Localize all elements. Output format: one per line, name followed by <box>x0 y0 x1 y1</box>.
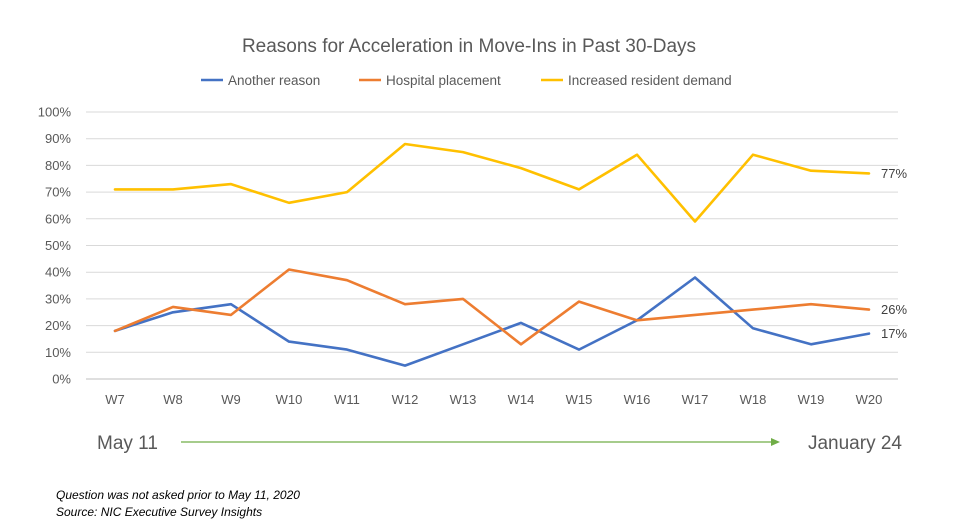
series-line <box>113 268 871 346</box>
x-tick-label: W7 <box>105 392 125 407</box>
timeline: May 11 January 24 <box>97 433 902 454</box>
legend: Another reason Hospital placement Increase… <box>201 73 732 88</box>
y-tick-label: 90% <box>45 131 71 146</box>
y-tick-label: 80% <box>45 158 71 173</box>
x-tick-label: W12 <box>392 392 419 407</box>
y-tick-label: 20% <box>45 318 71 333</box>
x-axis: W7 W8 W9 W10 W11 W12 W13 W14 W15 W16 W17 W18 W19 W20 <box>105 392 882 407</box>
x-tick-label: W9 <box>221 392 241 407</box>
x-tick-label: W19 <box>798 392 825 407</box>
timeline-start-label: May 11 <box>97 433 158 454</box>
data-label: 17% <box>881 326 907 341</box>
data-label: 26% <box>881 302 907 317</box>
y-tick-label: 0% <box>52 372 71 387</box>
timeline-arrow-head <box>771 438 780 446</box>
y-tick-label: 70% <box>45 185 71 200</box>
x-tick-label: W10 <box>276 392 303 407</box>
x-tick-label: W16 <box>624 392 651 407</box>
end-labels: 17% 26% 77% <box>881 166 907 341</box>
x-tick-label: W8 <box>163 392 183 407</box>
footnote-source: Source: NIC Executive Survey Insights <box>56 505 263 519</box>
x-tick-label: W11 <box>334 392 360 407</box>
y-tick-label: 50% <box>45 238 71 253</box>
series-group <box>113 142 871 367</box>
x-tick-label: W15 <box>566 392 593 407</box>
x-tick-label: W18 <box>740 392 767 407</box>
legend-entry: Hospital placement <box>386 73 501 88</box>
x-tick-label: W14 <box>508 392 535 407</box>
x-tick-label: W17 <box>682 392 709 407</box>
data-label: 77% <box>881 166 907 181</box>
y-tick-label: 40% <box>45 265 71 280</box>
x-tick-label: W13 <box>450 392 477 407</box>
y-tick-label: 30% <box>45 291 71 306</box>
y-axis: 0% 10% 20% 30% 40% 50% 60% 70% 80% 90% 100% <box>38 105 72 387</box>
legend-entry: Increased resident demand <box>568 73 732 88</box>
series-line <box>113 276 871 367</box>
timeline-end-label: January 24 <box>808 433 902 454</box>
footnote-note: Question was not asked prior to May 11, … <box>56 488 300 502</box>
y-tick-label: 60% <box>45 211 71 226</box>
chart-title: Reasons for Acceleration in Move-Ins in … <box>242 36 696 57</box>
legend-entry: Another reason <box>228 73 320 88</box>
y-tick-label: 100% <box>38 105 72 120</box>
series-line <box>113 142 871 223</box>
x-tick-label: W20 <box>856 392 883 407</box>
y-tick-label: 10% <box>45 345 71 360</box>
gridlines <box>86 111 898 380</box>
